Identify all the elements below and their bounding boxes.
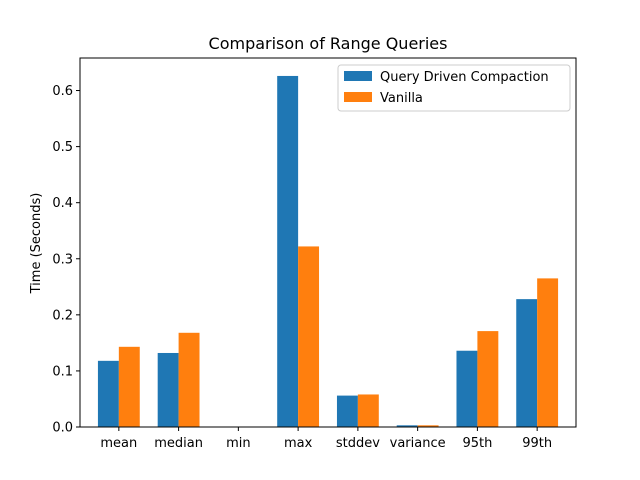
y-tick-label: 0.4: [52, 196, 73, 211]
bar-series1-mean: [97, 360, 119, 427]
bar-series1-variance: [396, 425, 418, 427]
y-tick-label: 0.2: [52, 308, 73, 323]
x-tick-label: min: [226, 436, 251, 451]
legend-swatch: [344, 71, 372, 81]
bar-series1-99th: [516, 299, 538, 427]
y-tick-label: 0.0: [52, 421, 73, 436]
x-tick-label: max: [284, 436, 313, 451]
x-tick-label: 95th: [462, 436, 492, 451]
bar-series2-95th: [477, 331, 499, 427]
legend-label: Query Driven Compaction: [380, 70, 549, 85]
bar-series2-max: [298, 246, 320, 427]
x-tick-label: variance: [390, 436, 446, 451]
chart-title: Comparison of Range Queries: [209, 34, 448, 53]
x-tick-label: stddev: [336, 436, 380, 451]
legend: Query Driven Compaction Vanilla: [337, 64, 571, 112]
y-tick-label: 0.1: [52, 364, 73, 379]
bar-series1-median: [157, 352, 179, 427]
bar-series2-median: [178, 332, 200, 427]
bar-series2-stddev: [357, 394, 379, 427]
y-tick-label: 0.3: [52, 252, 73, 267]
bar-series2-mean: [118, 346, 140, 427]
axes-frame: [79, 57, 577, 428]
x-tick-label: median: [154, 436, 203, 451]
plot-area: mean median min max stddev variance 95th 99th 0.…: [52, 57, 577, 451]
bar-series2-variance: [417, 425, 439, 427]
x-tick-label: 99th: [522, 436, 552, 451]
legend-box: [337, 64, 571, 112]
bar-series1-95th: [456, 350, 478, 427]
y-tick-label: 0.5: [52, 140, 73, 155]
x-tick-label: mean: [100, 436, 137, 451]
y-axis-label: Time (Seconds): [29, 193, 44, 295]
bar-series1-stddev: [336, 395, 358, 427]
bar-series1-max: [277, 75, 299, 427]
bar-series2-99th: [537, 278, 559, 427]
y-tick-label: 0.6: [52, 84, 73, 99]
legend-label: Vanilla: [380, 91, 423, 106]
legend-swatch: [344, 92, 372, 102]
